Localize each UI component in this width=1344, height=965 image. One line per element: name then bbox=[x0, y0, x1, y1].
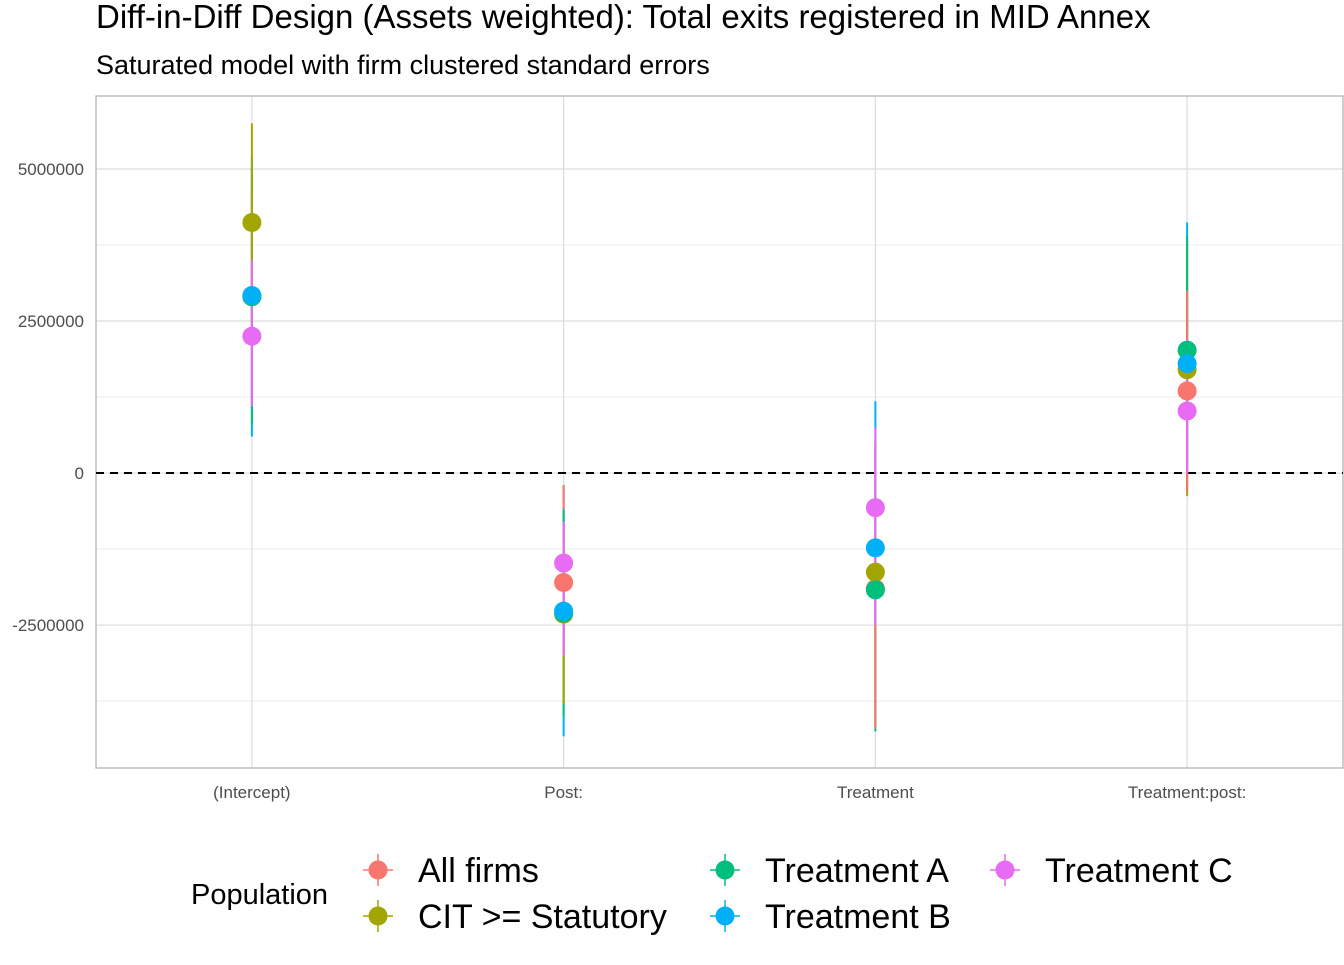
x-tick-label: Treatment bbox=[837, 783, 914, 802]
legend-key-point bbox=[995, 860, 1015, 880]
x-tick-label: (Intercept) bbox=[213, 783, 290, 802]
point-layer bbox=[242, 212, 1197, 624]
data-point bbox=[1177, 381, 1197, 401]
panel-layer bbox=[95, 95, 1344, 769]
y-tick-label: 0 bbox=[75, 464, 84, 483]
y-tick-label: 2500000 bbox=[18, 312, 84, 331]
legend-label: Treatment A bbox=[765, 852, 949, 890]
legend-key-point bbox=[368, 906, 388, 926]
data-point bbox=[865, 498, 885, 518]
legend: Population All firms CIT >= Statutory Trea… bbox=[191, 852, 1233, 936]
data-point bbox=[865, 538, 885, 558]
data-point bbox=[242, 326, 262, 346]
legend-key-point bbox=[715, 906, 735, 926]
data-point bbox=[1177, 401, 1197, 421]
legend-item: Treatment C bbox=[990, 852, 1233, 890]
legend-label: Treatment C bbox=[1045, 852, 1233, 890]
grid-layer bbox=[96, 96, 1343, 768]
data-point bbox=[1177, 340, 1197, 360]
legend-item: CIT >= Statutory bbox=[363, 898, 667, 936]
legend-title: Population bbox=[191, 879, 328, 911]
data-point bbox=[554, 553, 574, 573]
data-point bbox=[865, 562, 885, 582]
legend-item: All firms bbox=[363, 852, 539, 890]
data-point bbox=[242, 285, 262, 305]
data-point bbox=[554, 573, 574, 593]
legend-key-point bbox=[715, 860, 735, 880]
legend-item: Treatment A bbox=[710, 852, 949, 890]
legend-label: All firms bbox=[418, 852, 539, 890]
data-point bbox=[554, 601, 574, 621]
errorbar-layer bbox=[250, 123, 1189, 737]
x-tick-label: Treatment:post: bbox=[1128, 783, 1246, 802]
y-tick-label: -2500000 bbox=[12, 616, 84, 635]
chart-title: Diff-in-Diff Design (Assets weighted): T… bbox=[96, 0, 1151, 35]
y-tick-label: 5000000 bbox=[18, 160, 84, 179]
legend-item: Treatment B bbox=[710, 898, 951, 936]
axis-layer: 5000000 2500000 0 -2500000 (Intercept) Post: T… bbox=[12, 160, 1246, 802]
legend-key-point bbox=[368, 860, 388, 880]
panel-border bbox=[95, 95, 1344, 769]
data-point bbox=[865, 580, 885, 600]
x-tick-label: Post: bbox=[544, 783, 583, 802]
data-point bbox=[1177, 354, 1197, 374]
chart-subtitle: Saturated model with firm clustered stan… bbox=[96, 50, 710, 80]
legend-label: Treatment B bbox=[765, 898, 951, 936]
data-point bbox=[242, 212, 262, 232]
legend-label: CIT >= Statutory bbox=[418, 898, 667, 936]
